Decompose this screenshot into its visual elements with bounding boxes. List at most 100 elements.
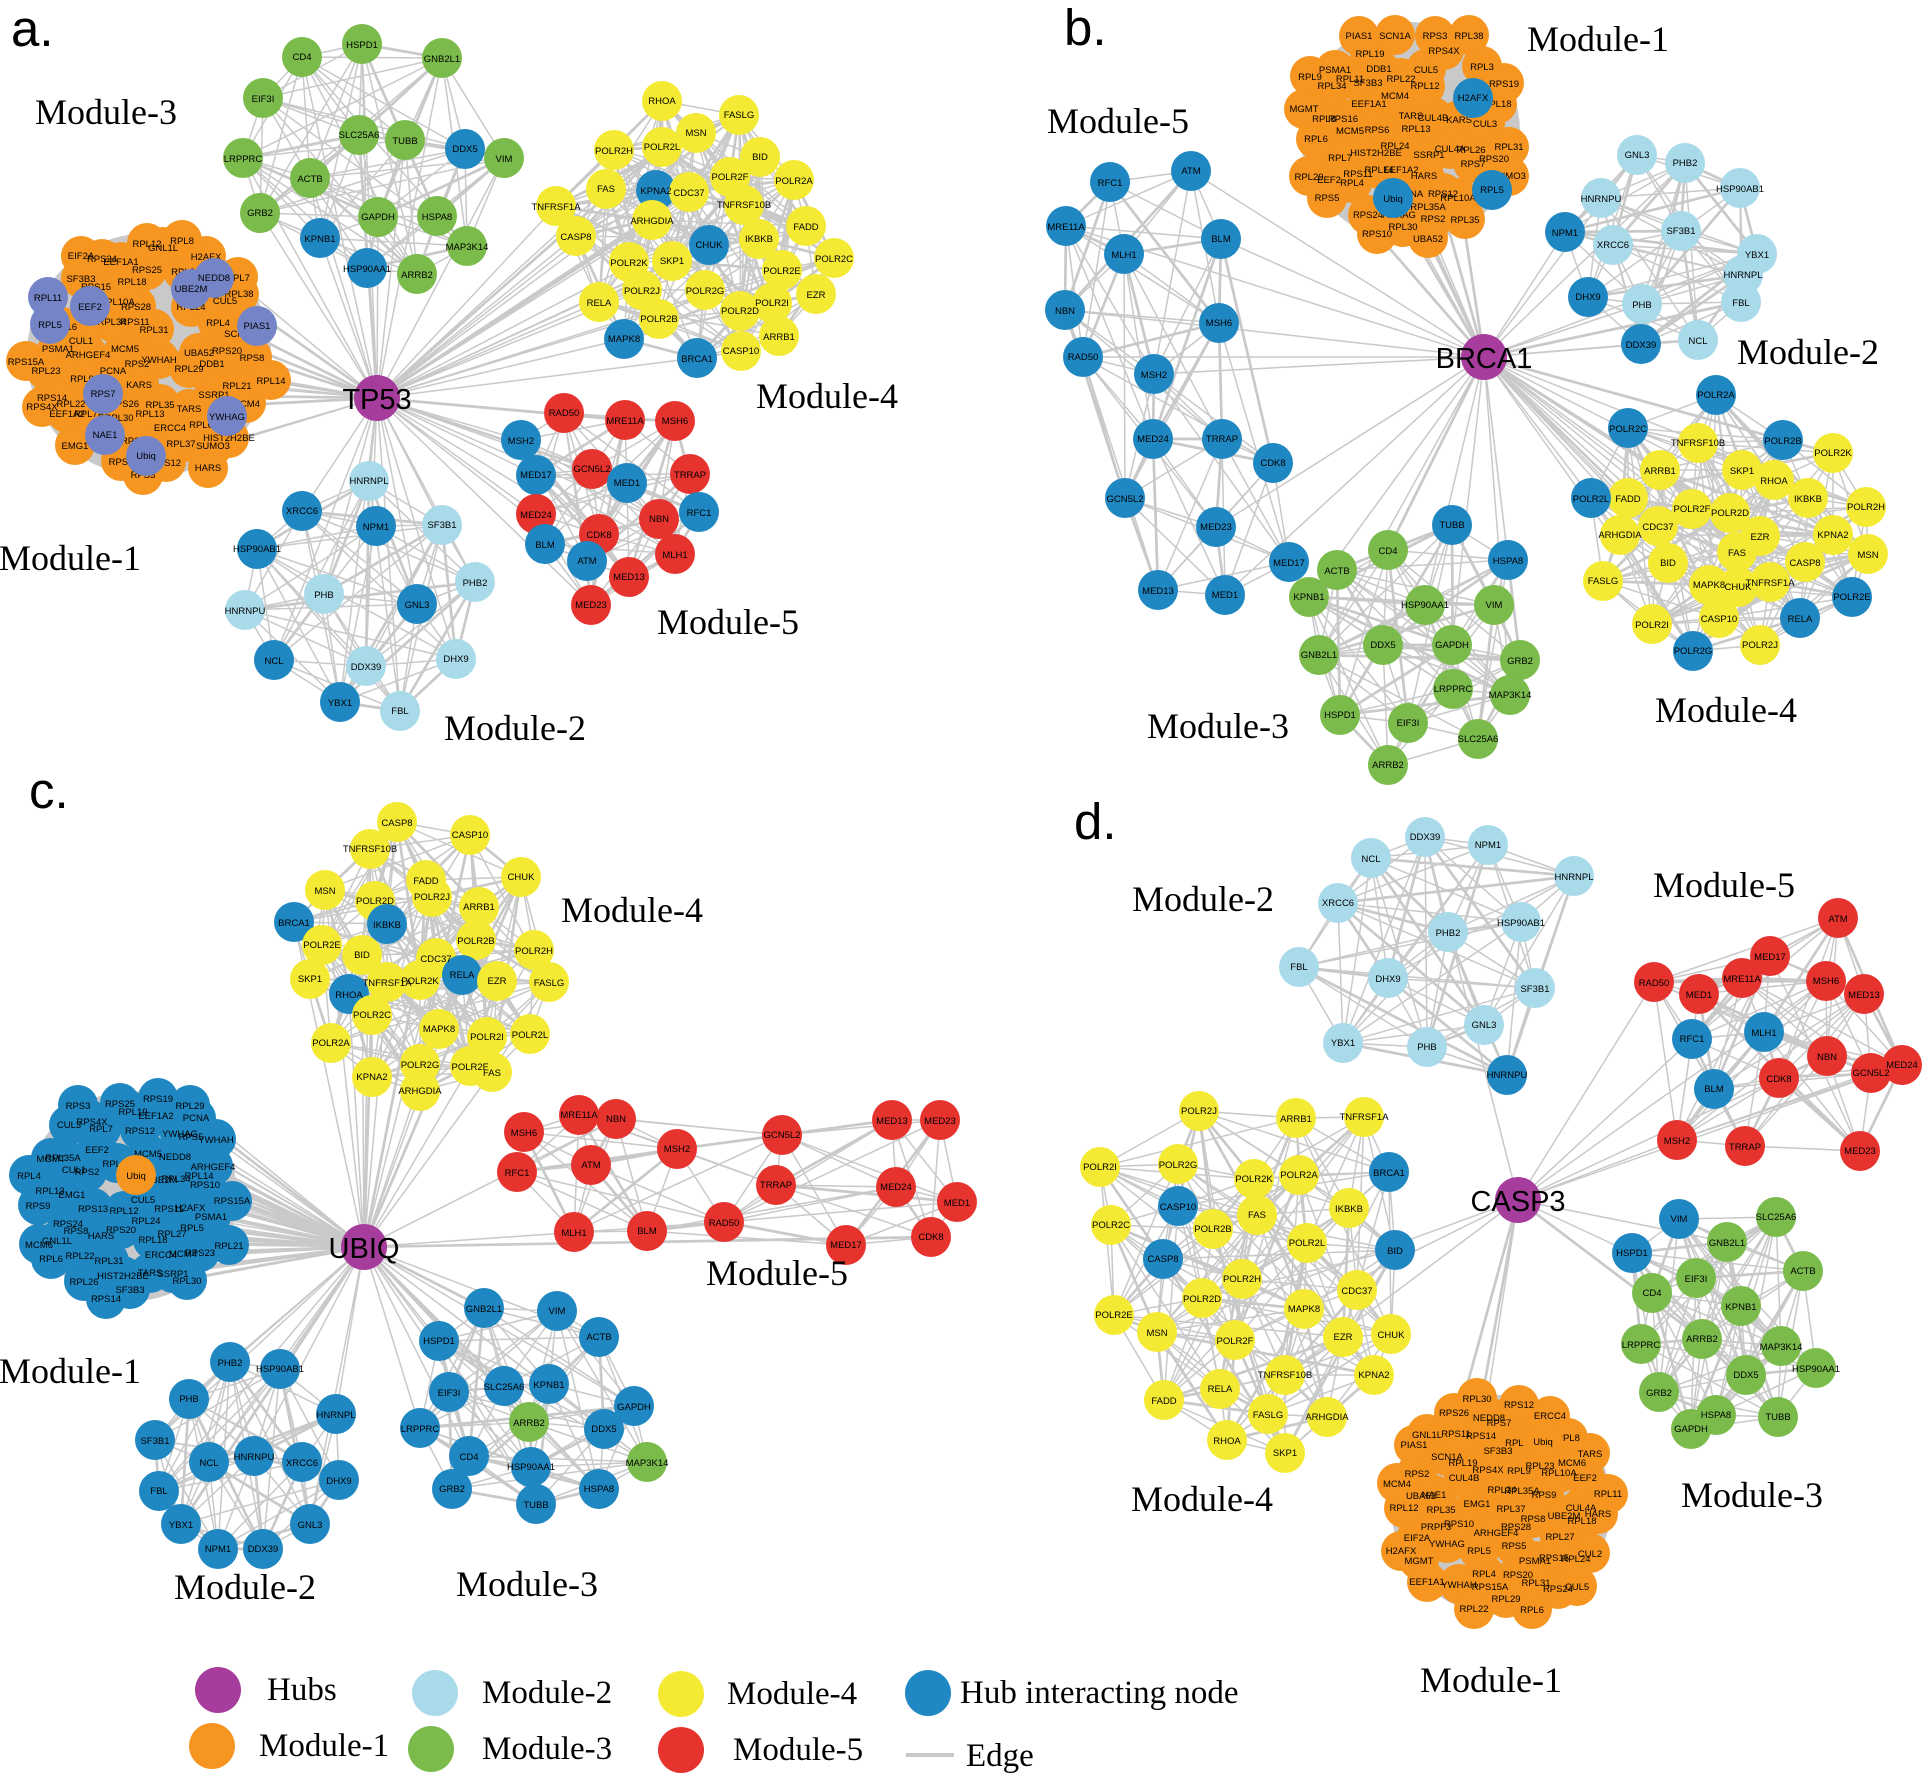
svg-text:RPS24: RPS24 — [87, 254, 117, 265]
svg-text:XRCC6: XRCC6 — [286, 506, 318, 517]
svg-text:a.: a. — [11, 0, 54, 57]
svg-text:YWHAG: YWHAG — [1429, 1539, 1465, 1550]
svg-text:CD4: CD4 — [292, 52, 311, 63]
svg-text:RPL13: RPL13 — [35, 1186, 64, 1197]
svg-text:ARRB1: ARRB1 — [1644, 466, 1676, 477]
svg-text:KARS: KARS — [126, 380, 152, 391]
svg-text:NCL: NCL — [264, 656, 283, 667]
svg-text:MSH2: MSH2 — [664, 1144, 690, 1155]
svg-text:HNRNPU: HNRNPU — [1581, 194, 1622, 205]
svg-text:ATM: ATM — [581, 1160, 600, 1171]
svg-text:MSN: MSN — [1857, 550, 1878, 561]
svg-text:GNL3: GNL3 — [405, 600, 430, 611]
svg-text:RPL31: RPL31 — [1521, 1578, 1550, 1589]
svg-text:BRCA1: BRCA1 — [1373, 1168, 1405, 1179]
svg-text:PHB: PHB — [1417, 1042, 1437, 1053]
svg-text:RPS3: RPS3 — [1423, 31, 1448, 42]
svg-text:YBX1: YBX1 — [328, 698, 352, 709]
svg-text:TUBB: TUBB — [392, 136, 417, 147]
svg-text:EIF3I: EIF3I — [1685, 1274, 1708, 1285]
svg-text:TUBB: TUBB — [1439, 520, 1464, 531]
svg-text:DHX9: DHX9 — [1375, 974, 1400, 985]
svg-text:UBE2M: UBE2M — [175, 284, 208, 295]
svg-text:NCL: NCL — [1361, 854, 1380, 865]
svg-text:POLR2I: POLR2I — [755, 298, 789, 309]
svg-text:RPL10A: RPL10A — [1541, 1468, 1577, 1479]
svg-text:POLR2F: POLR2F — [712, 172, 749, 183]
svg-text:ATM: ATM — [1828, 914, 1847, 925]
svg-text:RPS19: RPS19 — [143, 1094, 173, 1105]
svg-text:ACTB: ACTB — [586, 1332, 611, 1343]
svg-text:DDX5: DDX5 — [1370, 640, 1395, 651]
svg-text:LRPPRC: LRPPRC — [1622, 1340, 1661, 1351]
svg-text:SF3B1: SF3B1 — [427, 520, 456, 531]
svg-text:RHOA: RHOA — [1213, 1436, 1241, 1447]
svg-text:ERCC4: ERCC4 — [1534, 1411, 1566, 1422]
svg-text:RELA: RELA — [1788, 614, 1813, 625]
svg-text:SLC25A6: SLC25A6 — [484, 1382, 525, 1393]
svg-text:UBIQ: UBIQ — [329, 1233, 400, 1265]
svg-text:XRCC6: XRCC6 — [286, 1458, 318, 1469]
svg-text:Module-3: Module-3 — [482, 1731, 612, 1767]
svg-text:RELA: RELA — [587, 298, 612, 309]
svg-text:RHOA: RHOA — [648, 96, 676, 107]
svg-text:ARHGDIA: ARHGDIA — [1598, 530, 1642, 541]
svg-text:RPS11: RPS11 — [1441, 1429, 1470, 1440]
svg-text:Module-5: Module-5 — [706, 1253, 848, 1293]
svg-text:RPS12: RPS12 — [1504, 1400, 1534, 1411]
svg-text:Module-5: Module-5 — [1047, 101, 1189, 141]
svg-text:PHB2: PHB2 — [218, 1358, 243, 1369]
svg-text:RPS15A: RPS15A — [1472, 1582, 1509, 1593]
svg-text:DDB1: DDB1 — [1366, 64, 1391, 75]
svg-text:MCM6: MCM6 — [1558, 1458, 1586, 1469]
svg-text:MCM4: MCM4 — [1383, 1479, 1411, 1490]
svg-text:GNB2L1: GNB2L1 — [424, 54, 460, 65]
svg-text:RAD50: RAD50 — [1639, 978, 1670, 989]
svg-text:RPL29: RPL29 — [1491, 1594, 1520, 1605]
svg-text:RPS4X: RPS4X — [1428, 46, 1460, 57]
svg-text:RPL37: RPL37 — [102, 1159, 131, 1170]
svg-text:RPS24: RPS24 — [53, 1219, 83, 1230]
svg-text:HNRNPU: HNRNPU — [225, 606, 266, 617]
svg-text:KPNB1: KPNB1 — [1725, 1302, 1756, 1313]
svg-text:SSRP1: SSRP1 — [157, 1269, 188, 1280]
svg-text:RPS12: RPS12 — [1428, 189, 1458, 200]
svg-text:PSMA1: PSMA1 — [1319, 65, 1351, 76]
svg-text:MSH6: MSH6 — [511, 1128, 537, 1139]
svg-text:MED17: MED17 — [1754, 952, 1786, 963]
svg-text:RPL4: RPL4 — [1472, 1569, 1496, 1580]
svg-text:FASLG: FASLG — [534, 978, 565, 989]
svg-text:RPL5: RPL5 — [1467, 1546, 1491, 1557]
svg-text:RPS24: RPS24 — [1543, 1584, 1573, 1595]
svg-text:Module-3: Module-3 — [35, 92, 177, 132]
svg-text:CUL3: CUL3 — [57, 1120, 81, 1131]
svg-text:RPS12: RPS12 — [151, 458, 181, 469]
svg-text:RPL35: RPL35 — [1426, 1505, 1455, 1516]
svg-text:FASLG: FASLG — [1588, 576, 1619, 587]
svg-text:PHB2: PHB2 — [463, 578, 488, 589]
svg-text:LRPPRC: LRPPRC — [224, 154, 263, 165]
svg-text:SCN1A: SCN1A — [1379, 31, 1411, 42]
svg-text:RPL24: RPL24 — [1561, 1554, 1590, 1565]
svg-text:CHUK: CHUK — [1725, 582, 1753, 593]
svg-text:RPL35A: RPL35A — [1504, 1486, 1540, 1497]
svg-text:RPS23: RPS23 — [185, 1248, 215, 1259]
svg-text:TNFRSF1A: TNFRSF1A — [362, 978, 412, 989]
svg-text:FADD: FADD — [793, 222, 818, 233]
svg-text:RPS15A: RPS15A — [8, 357, 45, 368]
svg-text:ARRB2: ARRB2 — [1686, 1334, 1718, 1345]
svg-text:RPL13: RPL13 — [1401, 124, 1430, 135]
svg-text:FASLG: FASLG — [1253, 1410, 1284, 1421]
svg-text:RPL27: RPL27 — [1545, 1532, 1574, 1543]
svg-text:HNRNPL: HNRNPL — [1554, 872, 1593, 883]
svg-text:ACTB: ACTB — [1324, 566, 1349, 577]
svg-text:POLR2B: POLR2B — [1764, 436, 1802, 447]
svg-text:RPL12: RPL12 — [1389, 1503, 1418, 1514]
svg-text:BRCA1: BRCA1 — [1436, 343, 1533, 375]
svg-text:PRPF3: PRPF3 — [1421, 1522, 1452, 1533]
svg-text:TUBB: TUBB — [1765, 1412, 1790, 1423]
svg-text:EZR: EZR — [807, 290, 826, 301]
svg-text:KPNA2: KPNA2 — [1817, 530, 1848, 541]
svg-text:CASP3: CASP3 — [1470, 1186, 1565, 1218]
svg-text:MAPK8: MAPK8 — [423, 1024, 455, 1035]
